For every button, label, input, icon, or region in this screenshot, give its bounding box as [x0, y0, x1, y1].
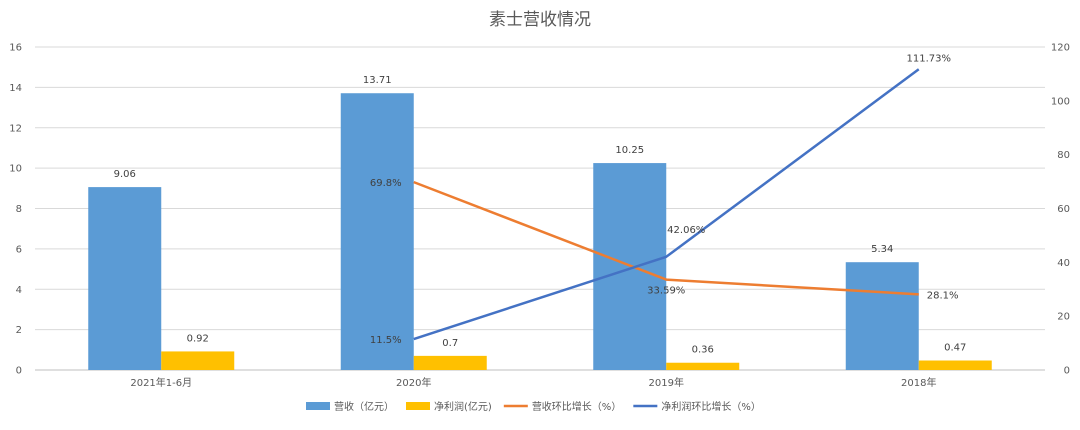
y-right-tick-label: 120	[1051, 43, 1070, 54]
bar-data-label: 0.47	[944, 343, 966, 354]
y-left-tick-label: 0	[16, 366, 22, 377]
bar-series	[88, 93, 992, 371]
y-left-tick-label: 14	[9, 83, 22, 94]
bar-data-label: 5.34	[871, 244, 893, 255]
y-left-tick-label: 2	[16, 325, 22, 336]
legend-item[interactable]: 营收（亿元）	[306, 400, 394, 413]
legend-swatch	[406, 402, 430, 410]
y-right-tick-label: 20	[1057, 312, 1070, 323]
y-axis-right: 0 20 40 60 80 100 120	[1051, 43, 1070, 377]
bar	[340, 93, 414, 371]
line-data-label: 33.59%	[647, 286, 685, 297]
data-labels: 9.06 13.71 10.25 5.34 0.92 0.7 0.36 0.47 69.8% 33…	[114, 53, 967, 355]
bar	[845, 262, 919, 370]
bar-data-label: 13.71	[363, 75, 392, 86]
y-right-tick-label: 100	[1051, 96, 1070, 107]
y-left-tick-label: 4	[16, 285, 22, 296]
chart-title: 素士营收情况	[489, 10, 591, 30]
y-left-tick-label: 12	[9, 123, 22, 134]
series-line	[413, 180, 919, 296]
bar-data-label: 0.36	[692, 345, 714, 356]
legend-label: 营收环比增长（%）	[532, 400, 622, 413]
x-tick-label: 2018年	[901, 376, 936, 389]
line-data-label: 69.8%	[370, 178, 402, 189]
bar-data-label: 9.06	[114, 169, 136, 180]
y-right-tick-label: 0	[1064, 366, 1070, 377]
bar	[413, 355, 487, 370]
y-left-tick-label: 6	[16, 244, 22, 255]
x-tick-label: 2019年	[649, 376, 684, 389]
y-right-tick-label: 40	[1057, 258, 1070, 269]
x-tick-label: 2021年1-6月	[130, 376, 192, 389]
line-data-label: 11.5%	[370, 335, 402, 346]
line-series	[413, 68, 920, 341]
line-data-label: 42.06%	[667, 225, 705, 236]
y-left-tick-label: 8	[16, 204, 22, 215]
bar-data-label: 0.92	[187, 333, 209, 344]
y-right-tick-label: 80	[1057, 150, 1070, 161]
y-axis-left: 0 2 4 6 8 10 12 14 16	[9, 43, 22, 377]
legend[interactable]: 营收（亿元） 净利润(亿元) 营收环比增长（%） 净利润环比增长（%）	[306, 400, 761, 413]
legend-swatch	[306, 402, 330, 410]
x-axis: 2021年1-6月 2020年 2019年 2018年	[130, 376, 936, 389]
legend-item[interactable]: 净利润环比增长（%）	[633, 400, 761, 413]
bar-data-label: 10.25	[615, 145, 644, 156]
y-left-tick-label: 16	[9, 43, 22, 54]
legend-label: 净利润环比增长（%）	[661, 400, 761, 413]
bar	[666, 362, 740, 370]
bar	[161, 351, 235, 370]
x-tick-label: 2020年	[396, 376, 431, 389]
legend-item[interactable]: 净利润(亿元)	[406, 400, 492, 413]
legend-item[interactable]: 营收环比增长（%）	[503, 400, 622, 413]
bar	[88, 187, 162, 370]
bar	[918, 360, 992, 370]
y-left-tick-label: 10	[9, 164, 22, 175]
y-right-tick-label: 60	[1057, 204, 1070, 215]
series-line	[413, 68, 920, 341]
line-data-label: 28.1%	[927, 290, 959, 301]
line-data-label: 111.73%	[907, 53, 952, 64]
bar-data-label: 0.7	[442, 338, 458, 349]
gridlines	[35, 46, 1045, 371]
legend-label: 营收（亿元）	[334, 400, 394, 413]
legend-label: 净利润(亿元)	[434, 400, 492, 413]
